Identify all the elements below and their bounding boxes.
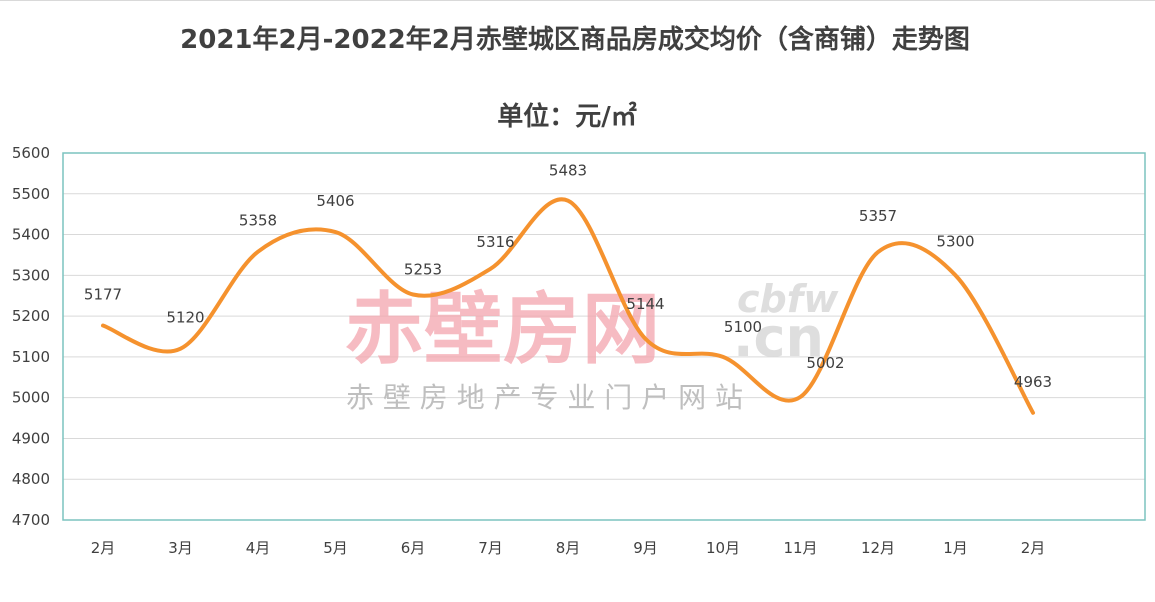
x-tick-label: 10月 bbox=[706, 539, 740, 557]
data-label: 5406 bbox=[316, 192, 354, 210]
x-tick-label: 5月 bbox=[323, 539, 348, 557]
y-tick-label: 5100 bbox=[12, 348, 50, 366]
y-tick-label: 5000 bbox=[12, 389, 50, 407]
y-axis-ticks: 4700 4800 4900 5000 5100 5200 5300 5400 5500 5600 bbox=[12, 144, 50, 529]
y-tick-label: 5300 bbox=[12, 266, 50, 284]
data-label: 5358 bbox=[239, 212, 277, 230]
x-axis-ticks: 2月 3月 4月 5月 6月 7月 8月 9月 10月 11月 12月 1月 2月 bbox=[91, 539, 1046, 557]
data-label: 5300 bbox=[936, 232, 974, 250]
data-label: 5316 bbox=[476, 233, 514, 251]
grid-lines bbox=[63, 193, 1145, 480]
chart-title: 2021年2月-2022年2月赤壁城区商品房成交均价（含商铺）走势图 bbox=[180, 24, 970, 55]
x-tick-label: 8月 bbox=[556, 539, 581, 557]
y-tick-label: 4900 bbox=[12, 429, 50, 447]
watermark-domain-bottom: .cn bbox=[733, 306, 824, 369]
data-label: 4963 bbox=[1014, 373, 1052, 391]
data-labels: 5177 5120 5358 5406 5253 5316 5483 5144 5100 5002… bbox=[84, 162, 1052, 391]
y-tick-label: 5600 bbox=[12, 144, 50, 162]
x-tick-label: 2月 bbox=[91, 539, 116, 557]
data-label: 5357 bbox=[859, 207, 897, 225]
watermark-tagline: 赤 壁 房 地 产 专 业 门 户 网 站 bbox=[346, 381, 743, 414]
x-tick-label: 12月 bbox=[861, 539, 895, 557]
watermark-brand: 赤壁房网 bbox=[345, 285, 661, 375]
y-tick-label: 4800 bbox=[12, 470, 50, 488]
data-label: 5120 bbox=[166, 309, 204, 327]
x-tick-label: 9月 bbox=[633, 539, 658, 557]
data-label: 5100 bbox=[724, 318, 762, 336]
watermark: 赤壁房网 cbfw .cn 赤 壁 房 地 产 专 业 门 户 网 站 bbox=[345, 277, 839, 414]
x-tick-label: 7月 bbox=[478, 539, 503, 557]
x-tick-label: 4月 bbox=[246, 539, 271, 557]
x-tick-label: 11月 bbox=[783, 539, 817, 557]
y-tick-label: 5500 bbox=[12, 185, 50, 203]
data-label: 5177 bbox=[84, 285, 122, 303]
y-tick-label: 5400 bbox=[12, 226, 50, 244]
y-tick-label: 5200 bbox=[12, 307, 50, 325]
data-label: 5483 bbox=[549, 162, 587, 180]
x-tick-label: 2月 bbox=[1021, 539, 1046, 557]
data-label: 5144 bbox=[626, 295, 664, 313]
chart-subtitle: 单位：元/㎡ bbox=[497, 101, 637, 132]
watermark-domain-top: cbfw bbox=[737, 277, 839, 321]
data-label: 5253 bbox=[404, 260, 442, 278]
x-tick-label: 6月 bbox=[401, 539, 426, 557]
series-line bbox=[101, 197, 1035, 415]
data-label: 5002 bbox=[806, 354, 844, 372]
x-tick-label: 3月 bbox=[168, 539, 193, 557]
y-tick-label: 4700 bbox=[12, 511, 50, 529]
x-tick-label: 1月 bbox=[943, 539, 968, 557]
plot-area-border bbox=[62, 152, 1146, 521]
